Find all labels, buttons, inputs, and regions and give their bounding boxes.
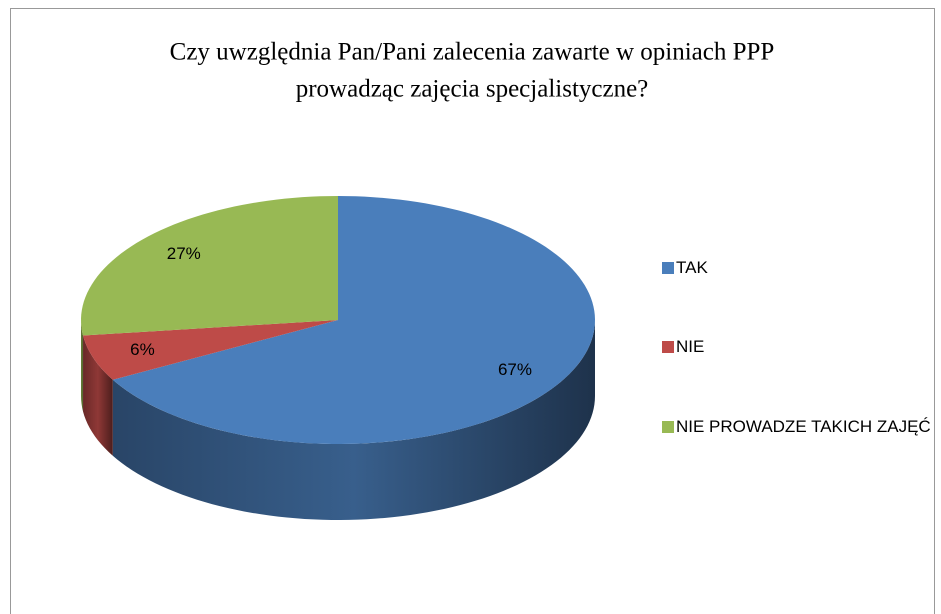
legend-entry: NIE PROWADZE TAKICH ZAJĘĆ bbox=[676, 417, 931, 436]
legend-label: TAK bbox=[676, 258, 708, 277]
legend-swatch bbox=[662, 421, 674, 433]
slice-side bbox=[112, 320, 595, 520]
legend-swatch bbox=[662, 262, 674, 274]
slice-side bbox=[81, 320, 84, 412]
chart-title: prowadząc zajęcia specjalistyczne? bbox=[296, 76, 649, 103]
chart-title: Czy uwzględnia Pan/Pani zalecenia zawart… bbox=[170, 39, 775, 66]
legend-label: NIE PROWADZE TAKICH ZAJĘĆ bbox=[676, 417, 931, 436]
slice bbox=[112, 196, 595, 444]
slice bbox=[83, 320, 338, 380]
data-label: 27% bbox=[167, 244, 201, 263]
legend-entry: TAK bbox=[676, 258, 708, 277]
slice-side bbox=[83, 335, 113, 456]
data-label: 67% bbox=[498, 360, 532, 379]
legend-swatch bbox=[662, 341, 674, 353]
legend-entry: NIE bbox=[676, 337, 705, 356]
slice bbox=[81, 196, 339, 336]
legend-label: NIE bbox=[676, 337, 705, 356]
data-label: 6% bbox=[130, 340, 155, 359]
